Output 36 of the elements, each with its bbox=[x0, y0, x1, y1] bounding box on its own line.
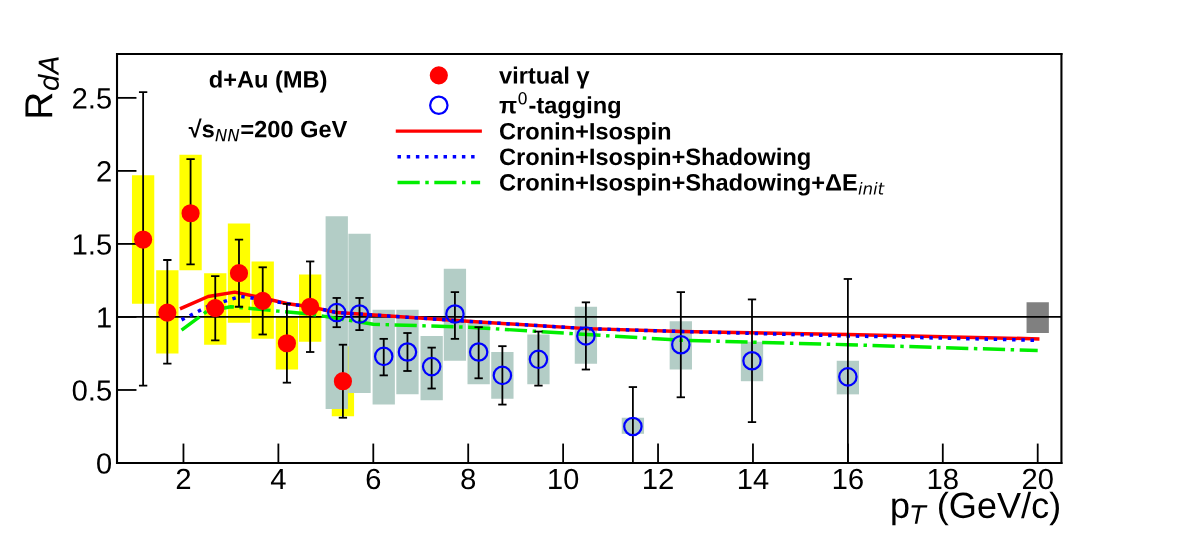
annotation: d+Au (MB) bbox=[209, 70, 327, 93]
y-tick-label: 2 bbox=[97, 161, 111, 182]
x-tick-label: 18 bbox=[928, 468, 958, 490]
x-tick-label: 16 bbox=[833, 468, 863, 490]
point bbox=[445, 304, 465, 324]
point bbox=[229, 264, 249, 283]
point bbox=[134, 230, 153, 249]
y-tick-label: 1 bbox=[98, 307, 111, 328]
x-tick-label: 2 bbox=[176, 468, 191, 490]
x-tick-label: 14 bbox=[738, 468, 769, 490]
point bbox=[397, 342, 418, 362]
x-tick-label: 20 bbox=[1022, 468, 1053, 490]
x-tick-label: 8 bbox=[461, 468, 476, 490]
x-tick-label: 12 bbox=[644, 468, 673, 490]
y-tick-label: 1.5 bbox=[73, 234, 111, 255]
legend-label: virtual γ bbox=[499, 66, 590, 89]
point bbox=[253, 291, 272, 310]
point bbox=[373, 346, 394, 367]
x-tick-label: 4 bbox=[270, 468, 286, 490]
legend-label: π$^{0}$-tagging bbox=[499, 92, 621, 119]
bar bbox=[1026, 302, 1049, 334]
x-tick-label: 6 bbox=[366, 468, 381, 490]
annotation: √s$_{NN}$=200 GeV bbox=[188, 118, 348, 142]
point bbox=[349, 304, 370, 324]
y-tick-label: 2.5 bbox=[73, 88, 111, 109]
legend-label: Cronin+Isospin+Shadowing+ΔE$_{init}$ bbox=[500, 173, 885, 196]
y-axis-title: R$_{dA}$ bbox=[25, 57, 59, 117]
legend-label: Cronin+Isospin+Shadowing bbox=[500, 147, 810, 170]
y-tick-label: 0 bbox=[97, 453, 112, 474]
x-axis-title: p$_{T}$ (GeV/c) bbox=[892, 491, 1059, 526]
point bbox=[181, 204, 200, 223]
y-tick-label: 0.5 bbox=[72, 380, 111, 401]
legend-label: Cronin+Isospin bbox=[500, 122, 671, 145]
point bbox=[158, 303, 177, 322]
x-tick-label: 10 bbox=[549, 468, 579, 490]
point bbox=[326, 302, 347, 323]
